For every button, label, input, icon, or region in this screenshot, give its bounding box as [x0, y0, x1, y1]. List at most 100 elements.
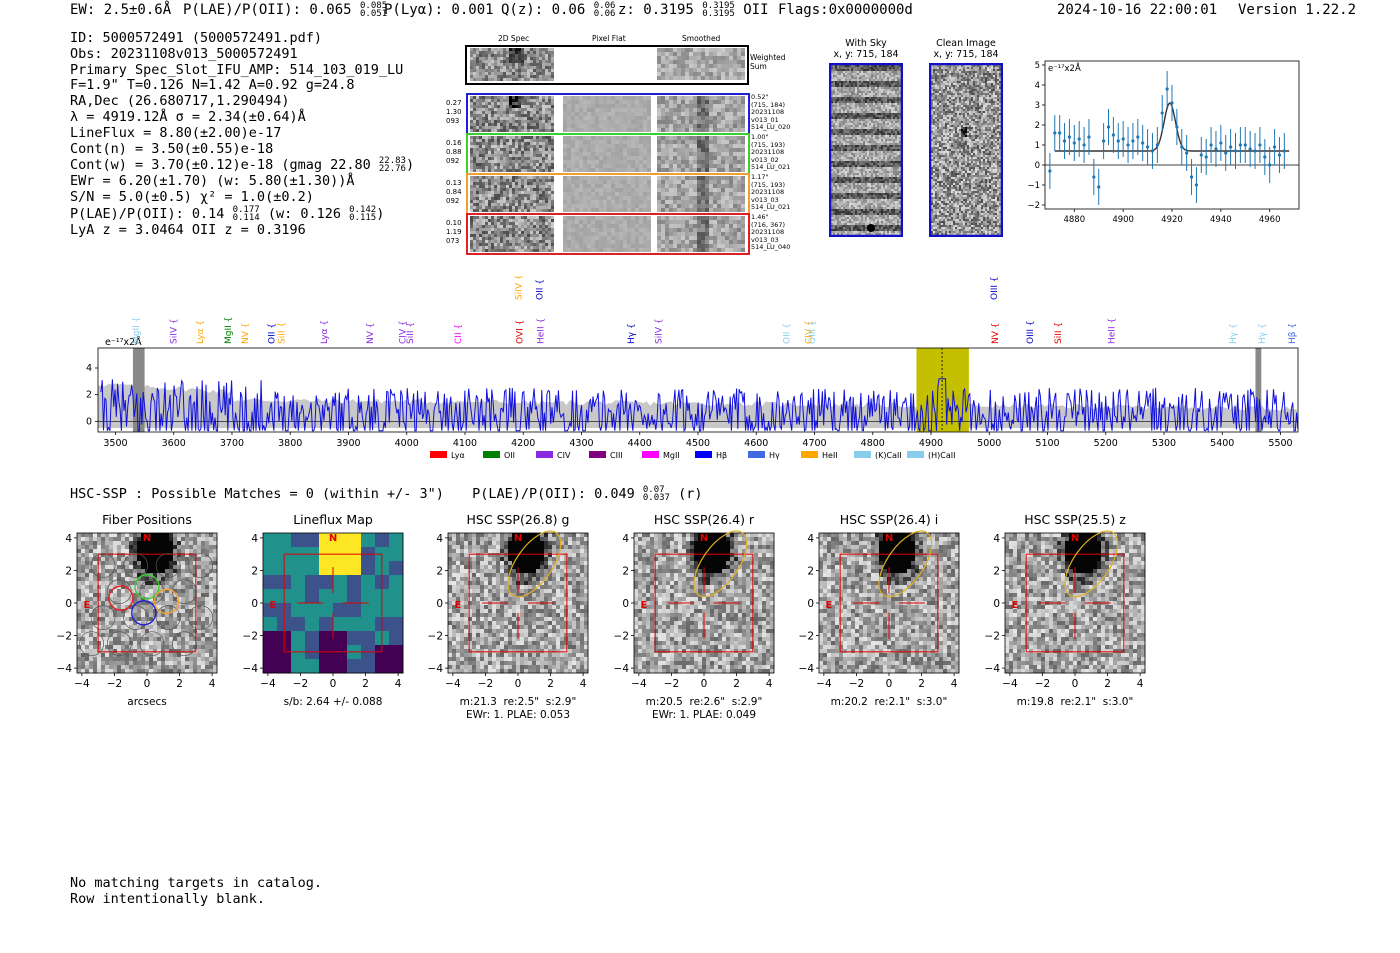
hsc-redbox-4: [654, 553, 754, 653]
spec-xtick-label: 4100: [453, 438, 477, 449]
hsc-xtick-label: 2: [1104, 678, 1111, 690]
header-datetime: 2024-10-16 22:00:01: [1057, 2, 1218, 18]
spec2d-weighted-smoothed: [657, 48, 745, 80]
spec-xtick-label: 5100: [1035, 438, 1059, 449]
header-plya: P(Lyα): 0.001: [384, 2, 494, 18]
hsc-north-label: N: [885, 533, 893, 544]
spec-xtick-label: 5500: [1268, 438, 1292, 449]
hsc-xtick-label: −4: [445, 678, 461, 690]
hsc-ytick-label: 4: [622, 533, 629, 545]
hsc-ytick-label: 4: [807, 533, 814, 545]
fit-point: [1111, 133, 1115, 137]
clean-noise: [931, 65, 1001, 235]
fit-point: [1106, 125, 1111, 129]
spec-legend-label-7: HeII: [822, 451, 838, 460]
spec-xtick-label: 4900: [919, 438, 943, 449]
hsc-ytick-label: 2: [993, 565, 1000, 577]
spec2d-row-right-3: 1.17" (715, 193) 20231108 v013_03 514_LU…: [751, 173, 791, 211]
spec-line-label-14: OII {: [536, 279, 546, 300]
hsc-panel-2: N E −4−4 −2 −2 0 0 2 2 4 4: [243, 532, 404, 690]
fit-point: [1243, 143, 1247, 147]
hsc-ytick-label: 0: [251, 598, 258, 610]
hsc-east-label: E: [84, 600, 91, 611]
hsc-ytick-label: −2: [243, 631, 258, 643]
header-z-line: OII: [743, 2, 769, 18]
hsc-xtick-label: −2: [664, 678, 679, 690]
spec-legend-label-8: (K)CaII: [875, 451, 902, 460]
cutout-clean-title: Clean Image x, y: 715, 184: [918, 38, 1014, 60]
spec-line-label-5: OII {: [268, 323, 278, 344]
hsc-xtick-label: −4: [1002, 678, 1018, 690]
hsc-panel-xlabel-2: s/b: 2.64 +/- 0.088: [283, 696, 383, 708]
full-spectrum-chart: 0 2 4 3500 3600 3700 3800 3900 4000 4100 4200 4300 4…: [86, 276, 1299, 460]
hsc-east-label: E: [1012, 600, 1019, 611]
hsc-band: (r): [678, 486, 703, 502]
hsc-image-6: [1005, 533, 1146, 674]
hsc-ytick-label: 4: [251, 533, 258, 545]
spec-xtick-label: 4300: [569, 438, 593, 449]
hsc-ytick-label: −4: [243, 663, 259, 675]
info-ewr: EWr = 6.20(±1.70) (w: 5.80(±1.30))Å: [70, 173, 355, 190]
hsc-xtick-label: 2: [176, 678, 183, 690]
fit-ytick-label: 5: [1035, 61, 1040, 71]
info-contw-end: ): [405, 157, 415, 174]
hsc-ytick-label: 2: [251, 565, 258, 577]
hsc-summary-text: HSC-SSP : Possible Matches = 0 (within +…: [70, 486, 444, 502]
spec-xtick-label: 4400: [628, 438, 652, 449]
hsc-ytick-label: 0: [436, 598, 443, 610]
info-plae-hi: 0.177: [232, 204, 260, 215]
hsc-xtick-label: −4: [260, 678, 276, 690]
spec-line-label-15: HeII {: [537, 318, 547, 344]
fit-ytick-label: −2: [1027, 201, 1040, 211]
hsc-ytick-label: −2: [985, 631, 1000, 643]
spec-legend-swatch-1: [483, 451, 500, 458]
header-z-hi: 0.3195: [702, 1, 735, 11]
info-contw-hi: 22.83: [378, 156, 406, 167]
hsc-xtick-label: −4: [816, 678, 832, 690]
hsc-panel-title-3: HSC SSP(26.8) g: [466, 512, 570, 527]
spec-line-label-1: SiIV {: [170, 318, 180, 344]
fit-ytick-label: 4: [1035, 81, 1040, 91]
fit-point: [1102, 139, 1106, 143]
spec-line-label-28: Hβ {: [1288, 323, 1298, 344]
header-qz-lo: 0.06: [593, 9, 616, 19]
header-qz-hi: 0.06: [593, 1, 616, 11]
spec-line-label-12: SiIV {: [515, 276, 525, 300]
spec2d-panel: [465, 45, 750, 255]
spec-line-label-24: SiII {: [1054, 322, 1064, 344]
hsc-panel-5: N E −4−4 −2 −2 0 0 2 2 4 4: [799, 530, 960, 690]
hsc-fiber-10: [139, 631, 165, 657]
fit-point: [1258, 143, 1262, 147]
hsc-panel-xlabel-6: m:19.8 re:2.1" s:3.0": [1016, 696, 1134, 708]
spec2d-title-pixelflat: Pixel Flat: [592, 34, 626, 43]
hsc-ytick-label: 4: [65, 533, 72, 545]
info-plae: P(LAE)/P(OII): 0.14 0.177 0.114 (w: 0.126…: [70, 204, 414, 223]
hsc-fiber-8: [188, 605, 214, 631]
spec-xtick-label: 3900: [336, 438, 360, 449]
spec-xtick-label: 5000: [977, 438, 1001, 449]
spec-legend-label-6: Hγ: [769, 451, 780, 460]
header-plae-hi: 0.085: [360, 1, 388, 11]
hsc-xtick-label: −4: [74, 678, 90, 690]
info-contn: Cont(n) = 3.50(±0.55)e-18: [70, 140, 274, 157]
info-plae-lo: 0.114: [232, 212, 260, 223]
cutout-clean-image: [929, 63, 1003, 237]
fit-point: [1145, 145, 1150, 149]
info-lineflux: LineFlux = 8.80(±2.00)e-17: [70, 124, 282, 141]
hsc-image-3: [448, 533, 589, 674]
spec2d-title-2dspec: 2D Spec: [498, 34, 530, 43]
hsc-xtick-label: 4: [951, 678, 958, 690]
spec2d-row-4: [470, 216, 745, 252]
fit-point: [1067, 135, 1072, 139]
hsc-ytick-label: −2: [428, 631, 443, 643]
cutout-sky-image: [829, 63, 903, 237]
spec2d-row-frame-4: [466, 213, 750, 255]
hsc-fiber-12: [90, 553, 116, 578]
hsc-panel-title-1: Fiber Positions: [102, 512, 192, 527]
spec-xtick-label: 5400: [1210, 438, 1234, 449]
spec2d-row-right-2: 1.00" (715, 193) 20231108 v013_02 514_LU…: [751, 133, 791, 171]
spec-line-label-23: OIII {: [1026, 320, 1036, 344]
spec-flux-line: [100, 378, 1299, 433]
sky-source: [867, 224, 875, 232]
fit-point: [1175, 125, 1179, 129]
